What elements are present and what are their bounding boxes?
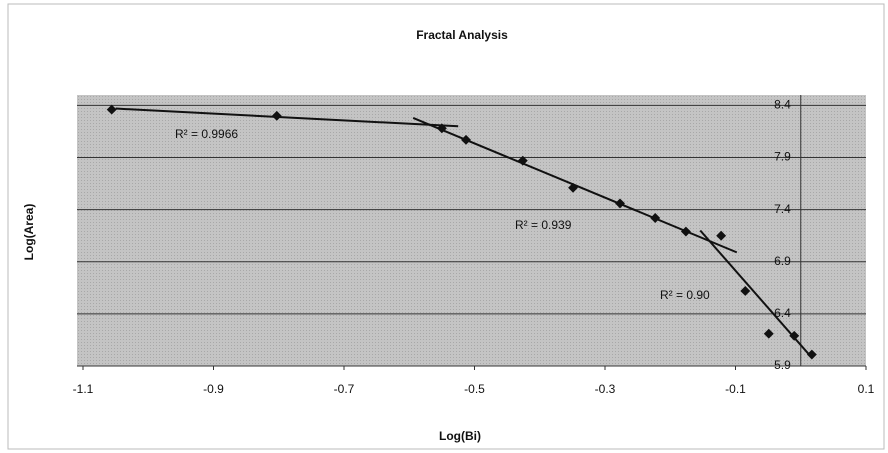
- data-point: [436, 123, 447, 134]
- y-axis-label: Log(Area): [22, 204, 36, 261]
- data-point: [568, 182, 578, 193]
- data-point: [517, 155, 528, 166]
- trendline: [115, 107, 459, 128]
- data-point: [740, 286, 751, 296]
- x-tick-label: -1.1: [73, 382, 94, 396]
- data-point: [789, 330, 800, 341]
- y-tick-label: 5.9: [774, 358, 791, 372]
- data-point: [680, 226, 691, 237]
- trendline-label: R² = 0.9966: [175, 127, 238, 141]
- data-point: [106, 104, 117, 115]
- trendline-label: R² = 0.939: [515, 218, 572, 232]
- data-point: [763, 328, 774, 339]
- x-tick-label: -0.1: [725, 382, 746, 396]
- y-tick-label: 6.4: [774, 306, 791, 320]
- x-tick-label: -0.7: [334, 382, 355, 396]
- x-tick-label: 0.1: [858, 382, 875, 396]
- x-axis-label: Log(Bi): [439, 429, 481, 443]
- x-tick-label: -0.5: [464, 382, 485, 396]
- data-point: [650, 213, 661, 223]
- x-tick-label: -0.9: [203, 382, 224, 396]
- y-tick-label: 6.9: [774, 254, 791, 268]
- data-point: [615, 198, 625, 209]
- chart-title: Fractal Analysis: [416, 28, 508, 42]
- trendline-label: R² = 0.90: [660, 288, 710, 302]
- data-point: [806, 349, 817, 360]
- y-tick-label: 8.4: [774, 98, 791, 112]
- plot-area: [77, 95, 866, 366]
- y-tick-label: 7.9: [774, 150, 791, 164]
- x-tick-label: -0.3: [595, 382, 616, 396]
- data-point: [461, 134, 471, 145]
- data-point: [716, 230, 727, 241]
- y-tick-label: 7.4: [774, 202, 791, 216]
